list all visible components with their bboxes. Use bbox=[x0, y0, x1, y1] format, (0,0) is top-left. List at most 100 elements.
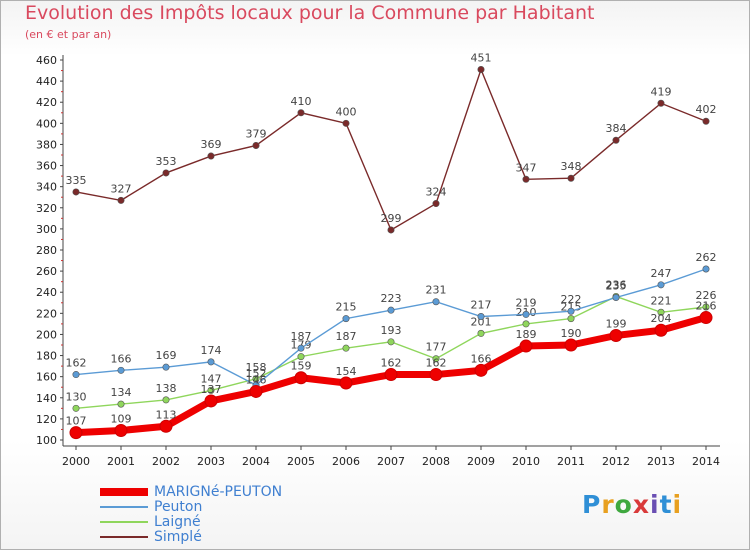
x-tick-label: 2001 bbox=[107, 455, 135, 468]
data-label: 134 bbox=[111, 386, 132, 399]
y-tick-label: 320 bbox=[36, 202, 57, 215]
data-label: 177 bbox=[426, 341, 447, 354]
data-label: 215 bbox=[336, 301, 357, 314]
data-label: 201 bbox=[471, 315, 492, 328]
data-label: 162 bbox=[381, 357, 402, 370]
data-point bbox=[252, 142, 260, 150]
data-point bbox=[522, 310, 530, 318]
data-label: 348 bbox=[561, 160, 582, 173]
data-label: 162 bbox=[66, 357, 87, 370]
data-point bbox=[612, 136, 620, 144]
x-tick-label: 2011 bbox=[557, 455, 585, 468]
legend-label: Peuton bbox=[154, 498, 203, 515]
data-point bbox=[69, 426, 83, 440]
data-point bbox=[342, 344, 350, 352]
data-point bbox=[612, 293, 620, 301]
data-point bbox=[249, 384, 263, 398]
legend-swatch bbox=[100, 535, 148, 538]
x-tick-label: 2005 bbox=[287, 455, 315, 468]
data-label: 247 bbox=[651, 267, 672, 280]
data-point bbox=[567, 315, 575, 323]
data-label: 410 bbox=[291, 95, 312, 108]
data-label: 400 bbox=[336, 105, 357, 118]
data-label: 169 bbox=[156, 349, 177, 362]
data-point bbox=[432, 200, 440, 208]
data-point bbox=[204, 394, 218, 408]
y-tick-label: 340 bbox=[36, 181, 57, 194]
data-label: 347 bbox=[516, 161, 537, 174]
logo-letter: i bbox=[650, 490, 660, 519]
y-tick-label: 240 bbox=[36, 286, 57, 299]
data-point bbox=[654, 323, 668, 337]
data-point bbox=[159, 419, 173, 433]
data-label: 231 bbox=[426, 284, 447, 297]
data-label: 137 bbox=[201, 383, 222, 396]
data-point bbox=[297, 109, 305, 117]
data-label: 451 bbox=[471, 52, 492, 65]
legend-swatch bbox=[100, 505, 148, 508]
data-label: 219 bbox=[516, 296, 537, 309]
data-point bbox=[699, 311, 713, 325]
y-tick-label: 260 bbox=[36, 265, 57, 278]
data-label: 187 bbox=[291, 330, 312, 343]
data-point bbox=[387, 306, 395, 314]
data-label: 159 bbox=[291, 360, 312, 373]
x-tick-label: 2007 bbox=[377, 455, 405, 468]
x-tick-label: 2000 bbox=[62, 455, 90, 468]
y-tick-label: 360 bbox=[36, 160, 57, 173]
data-label: 236 bbox=[606, 278, 627, 291]
data-point bbox=[432, 298, 440, 306]
data-point bbox=[432, 355, 440, 363]
data-label: 187 bbox=[336, 330, 357, 343]
data-point bbox=[384, 368, 398, 382]
data-label: 193 bbox=[381, 324, 402, 337]
data-label: 221 bbox=[651, 294, 672, 307]
data-label: 299 bbox=[381, 212, 402, 225]
data-point bbox=[564, 338, 578, 352]
data-point bbox=[567, 174, 575, 182]
data-label: 353 bbox=[156, 155, 177, 168]
data-point bbox=[114, 424, 128, 437]
data-label: 147 bbox=[201, 372, 222, 385]
data-label: 109 bbox=[111, 413, 132, 426]
data-point bbox=[117, 196, 125, 204]
data-point bbox=[387, 338, 395, 346]
data-point bbox=[117, 366, 125, 374]
data-point bbox=[207, 386, 215, 394]
data-point bbox=[72, 188, 80, 196]
y-tick-label: 160 bbox=[36, 371, 57, 384]
data-label: 158 bbox=[246, 361, 267, 374]
data-label: 190 bbox=[561, 327, 582, 340]
logo-letter: r bbox=[601, 490, 615, 519]
data-label: 262 bbox=[696, 251, 717, 264]
data-point bbox=[387, 226, 395, 234]
x-tick-label: 2014 bbox=[692, 455, 720, 468]
data-label: 217 bbox=[471, 299, 492, 312]
y-tick-label: 120 bbox=[36, 413, 57, 426]
data-label: 166 bbox=[471, 352, 492, 365]
data-label: 402 bbox=[696, 103, 717, 116]
data-point bbox=[207, 358, 215, 366]
data-point bbox=[162, 363, 170, 371]
data-label: 113 bbox=[156, 408, 177, 421]
data-point bbox=[702, 303, 710, 311]
legend-item: Simplé bbox=[100, 529, 282, 544]
data-point bbox=[297, 344, 305, 352]
data-label: 335 bbox=[66, 174, 87, 187]
y-tick-label: 460 bbox=[36, 54, 57, 67]
legend-swatch bbox=[100, 520, 148, 523]
data-label: 216 bbox=[696, 300, 717, 313]
chart-title: Evolution des Impôts locaux pour la Comm… bbox=[25, 2, 595, 24]
x-tick-label: 2006 bbox=[332, 455, 360, 468]
logo-letter: x bbox=[632, 490, 650, 519]
y-tick-label: 420 bbox=[36, 96, 57, 109]
x-tick-label: 2012 bbox=[602, 455, 630, 468]
proxiti-logo: Proxiti bbox=[582, 490, 682, 519]
data-label: 189 bbox=[516, 328, 537, 341]
data-point bbox=[522, 320, 530, 328]
legend-item: Peuton bbox=[100, 499, 282, 514]
logo-letter: i bbox=[672, 490, 683, 519]
x-tick-label: 2009 bbox=[467, 455, 495, 468]
